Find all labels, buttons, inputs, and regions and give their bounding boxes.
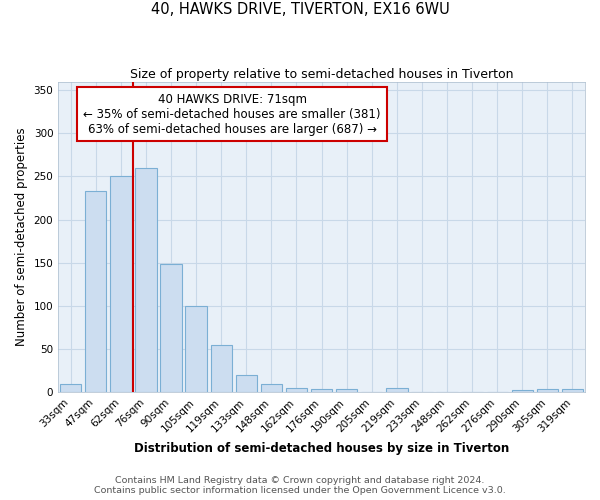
- Bar: [562, 388, 583, 392]
- Bar: [311, 390, 332, 392]
- Bar: [286, 388, 307, 392]
- X-axis label: Distribution of semi-detached houses by size in Tiverton: Distribution of semi-detached houses by …: [134, 442, 509, 455]
- Bar: [211, 346, 232, 392]
- Bar: [110, 176, 131, 392]
- Y-axis label: Number of semi-detached properties: Number of semi-detached properties: [15, 128, 28, 346]
- Text: Contains HM Land Registry data © Crown copyright and database right 2024.
Contai: Contains HM Land Registry data © Crown c…: [94, 476, 506, 495]
- Bar: [185, 306, 207, 392]
- Bar: [261, 384, 282, 392]
- Bar: [136, 168, 157, 392]
- Bar: [386, 388, 407, 392]
- Bar: [512, 390, 533, 392]
- Title: Size of property relative to semi-detached houses in Tiverton: Size of property relative to semi-detach…: [130, 68, 514, 80]
- Bar: [85, 191, 106, 392]
- Text: 40 HAWKS DRIVE: 71sqm
← 35% of semi-detached houses are smaller (381)
63% of sem: 40 HAWKS DRIVE: 71sqm ← 35% of semi-deta…: [83, 92, 381, 136]
- Bar: [60, 384, 82, 392]
- Text: 40, HAWKS DRIVE, TIVERTON, EX16 6WU: 40, HAWKS DRIVE, TIVERTON, EX16 6WU: [151, 2, 449, 18]
- Bar: [236, 374, 257, 392]
- Bar: [336, 390, 358, 392]
- Bar: [537, 390, 558, 392]
- Bar: [160, 264, 182, 392]
